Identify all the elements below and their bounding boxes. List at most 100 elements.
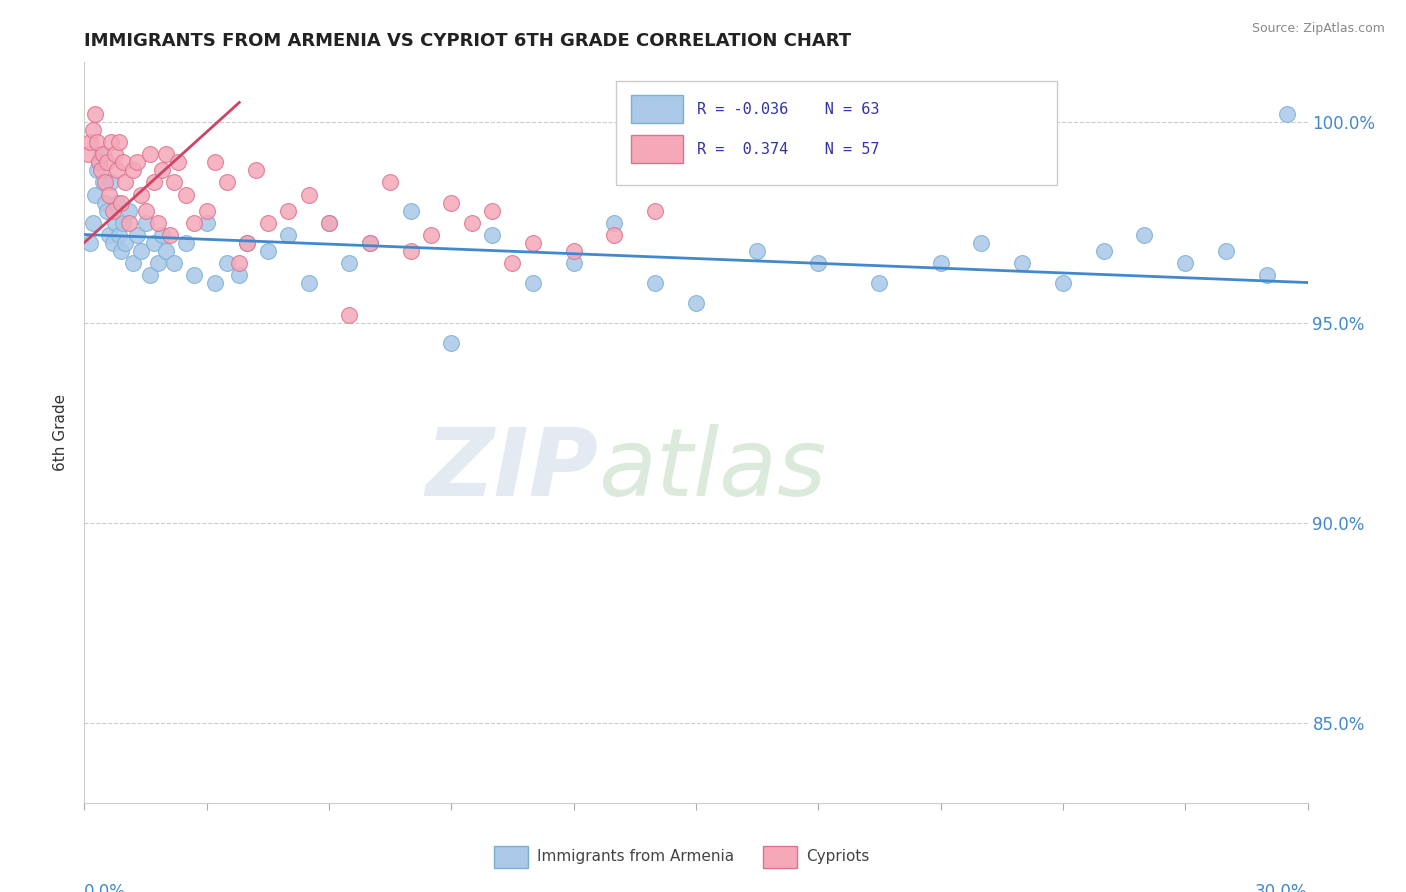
Point xyxy=(142,176,165,190)
Point xyxy=(174,235,197,250)
Point xyxy=(110,244,132,258)
Point xyxy=(87,155,110,169)
Point xyxy=(399,203,422,218)
Point xyxy=(91,147,114,161)
Point xyxy=(104,147,127,161)
Point xyxy=(644,276,666,290)
Point xyxy=(97,187,120,202)
Point xyxy=(100,176,122,190)
Point xyxy=(236,235,259,250)
Point xyxy=(118,215,141,229)
Text: R =  0.374    N = 57: R = 0.374 N = 57 xyxy=(697,142,880,157)
Point xyxy=(195,203,218,218)
Point xyxy=(138,147,160,161)
Point xyxy=(217,255,239,269)
Point xyxy=(603,227,626,242)
Point xyxy=(114,235,136,250)
Point xyxy=(87,155,110,169)
Point xyxy=(1011,255,1033,269)
Point xyxy=(105,195,128,210)
Point xyxy=(79,235,101,250)
Point xyxy=(522,276,544,290)
Point xyxy=(562,244,585,258)
Point xyxy=(298,276,321,290)
Text: Source: ZipAtlas.com: Source: ZipAtlas.com xyxy=(1251,22,1385,36)
Point xyxy=(91,176,114,190)
Point xyxy=(96,155,118,169)
Point xyxy=(228,255,250,269)
FancyBboxPatch shape xyxy=(631,135,682,163)
Point xyxy=(747,244,769,258)
Point xyxy=(236,235,259,250)
Point xyxy=(685,295,707,310)
Point xyxy=(869,276,891,290)
Point xyxy=(97,227,120,242)
Point xyxy=(183,215,205,229)
Point xyxy=(101,203,124,218)
Point xyxy=(318,215,340,229)
Point xyxy=(481,203,503,218)
Point xyxy=(108,227,131,242)
Point xyxy=(82,123,104,137)
Point xyxy=(93,195,115,210)
Point xyxy=(1133,227,1156,242)
Point xyxy=(86,163,108,178)
Point xyxy=(204,276,226,290)
Point xyxy=(183,268,205,282)
Point xyxy=(257,215,280,229)
Point xyxy=(204,155,226,169)
Point xyxy=(380,176,402,190)
Point xyxy=(163,176,186,190)
Text: 30.0%: 30.0% xyxy=(1256,883,1308,892)
Point xyxy=(195,215,218,229)
Point xyxy=(131,187,153,202)
Text: IMMIGRANTS FROM ARMENIA VS CYPRIOT 6TH GRADE CORRELATION CHART: IMMIGRANTS FROM ARMENIA VS CYPRIOT 6TH G… xyxy=(84,32,852,50)
Point xyxy=(83,107,105,121)
FancyBboxPatch shape xyxy=(763,846,797,868)
Point xyxy=(318,215,340,229)
Point xyxy=(122,255,145,269)
Text: atlas: atlas xyxy=(598,424,827,516)
Point xyxy=(217,176,239,190)
Point xyxy=(502,255,524,269)
Point xyxy=(105,163,128,178)
Point xyxy=(245,163,267,178)
Text: Cypriots: Cypriots xyxy=(806,848,869,863)
Point xyxy=(86,136,108,150)
Point xyxy=(1174,255,1197,269)
Point xyxy=(83,187,105,202)
Point xyxy=(135,203,157,218)
Point xyxy=(77,147,100,161)
Point xyxy=(155,147,177,161)
Point xyxy=(970,235,993,250)
Point xyxy=(228,268,250,282)
Point xyxy=(1092,244,1115,258)
Point xyxy=(1215,244,1237,258)
FancyBboxPatch shape xyxy=(631,95,682,123)
Point xyxy=(929,255,952,269)
Point xyxy=(461,215,484,229)
Point xyxy=(112,215,135,229)
Point xyxy=(399,244,422,258)
Point xyxy=(96,203,118,218)
Point xyxy=(108,136,131,150)
Point xyxy=(159,227,181,242)
Point xyxy=(807,255,830,269)
Point xyxy=(90,147,112,161)
Point xyxy=(277,203,299,218)
Point xyxy=(277,227,299,242)
Point xyxy=(359,235,381,250)
Text: ZIP: ZIP xyxy=(425,424,598,516)
Point xyxy=(146,255,169,269)
Point xyxy=(93,176,115,190)
Point xyxy=(163,255,186,269)
Point xyxy=(127,155,149,169)
Point xyxy=(150,227,173,242)
Point xyxy=(127,227,149,242)
Point xyxy=(167,155,190,169)
Point xyxy=(1256,268,1278,282)
Point xyxy=(131,244,153,258)
Point xyxy=(142,235,165,250)
Point xyxy=(118,203,141,218)
Point xyxy=(644,203,666,218)
